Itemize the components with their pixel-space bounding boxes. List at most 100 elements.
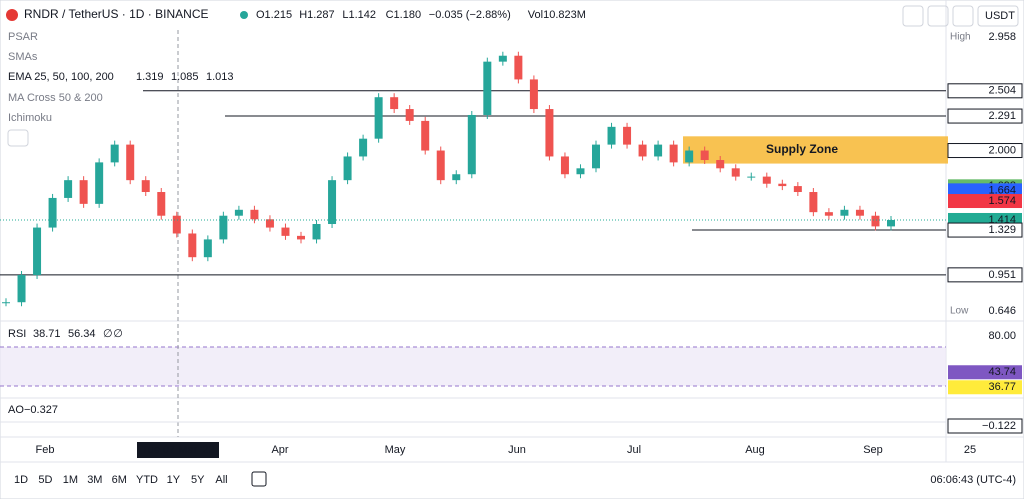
candle-body <box>762 176 771 184</box>
time-label: Apr <box>271 444 288 456</box>
ao-label: AO <box>8 404 24 416</box>
price-tag <box>947 143 1023 159</box>
rsi-tag-label: 36.77 <box>988 381 1016 393</box>
price-tag-name: Low <box>950 306 969 317</box>
candle-body <box>467 114 476 175</box>
candle-body <box>778 183 787 187</box>
candle-body <box>731 168 740 177</box>
candle-body <box>79 180 88 204</box>
candle-body <box>560 156 569 175</box>
ema-value: 1.013 <box>206 71 234 83</box>
time-label: Feb <box>36 444 55 456</box>
candle-body <box>95 162 104 204</box>
price-tag <box>948 194 1022 209</box>
button[interactable] <box>902 5 924 27</box>
candle-body <box>793 186 802 193</box>
candle-body <box>172 215 181 234</box>
candle-body <box>607 126 616 145</box>
ohlc-item: −0.035 (−2.88%) <box>429 9 511 21</box>
candle-body <box>219 215 228 240</box>
candle-body <box>685 150 694 163</box>
ao-value: −0.327 <box>24 404 58 416</box>
range-button[interactable]: All <box>215 474 227 486</box>
price-tag <box>948 304 1022 318</box>
crosshair-label: Tue 07 Mar '23 <box>141 444 214 456</box>
price-tag-label: 2.958 <box>988 31 1016 43</box>
ao-tag <box>947 418 1023 434</box>
range-button[interactable]: 5D <box>38 474 52 486</box>
symbol: RNDR / TetherUS · 1D · BINANCE <box>24 7 208 21</box>
ohlc-item: H1.287 <box>299 9 334 21</box>
candle-body <box>297 235 305 240</box>
time-label: 25 <box>964 444 976 456</box>
rsi-value: 56.34 <box>68 328 96 340</box>
rsi-value: ∅ <box>113 328 123 340</box>
candle-body <box>421 120 430 151</box>
price-tag <box>948 30 1022 44</box>
candle-body <box>188 233 197 258</box>
rsi-label: RSI <box>8 328 26 340</box>
currency[interactable]: USDT <box>985 10 1015 22</box>
crosshair-tag <box>137 442 219 458</box>
candle-body <box>452 174 461 181</box>
range-button[interactable]: 1M <box>63 474 78 486</box>
candle-body <box>669 144 678 163</box>
candle-body <box>110 144 119 163</box>
candle-body <box>328 180 337 225</box>
rsi-tick: 80.00 <box>988 330 1016 342</box>
candle-body <box>203 239 212 258</box>
candle-body <box>126 144 135 181</box>
candle-body <box>281 227 290 236</box>
range-button[interactable]: 1Y <box>167 474 181 486</box>
candle-body <box>871 215 880 227</box>
candle-body <box>498 55 507 62</box>
range-button[interactable]: 5Y <box>191 474 205 486</box>
supply-zone <box>683 136 948 164</box>
rsi-value: ∅ <box>103 328 113 340</box>
candle-body <box>576 168 585 175</box>
range-button[interactable]: 6M <box>112 474 127 486</box>
collapse-button[interactable] <box>7 129 29 147</box>
candle-body <box>654 144 663 157</box>
clock: 06:06:43 (UTC-4) <box>930 474 1016 486</box>
time-label: Sep <box>863 444 883 456</box>
ohlc-item: O1.215 <box>256 9 292 21</box>
button[interactable] <box>927 5 949 27</box>
rsi-tag <box>948 365 1022 380</box>
top-buttons: USDT <box>902 5 1019 27</box>
candle-body <box>234 209 243 216</box>
range-button[interactable]: YTD <box>136 474 158 486</box>
time-label: Aug <box>745 444 765 456</box>
candle-body <box>436 150 445 181</box>
symbol-logo <box>6 9 18 21</box>
ohlc-item: C1.180 <box>386 9 421 21</box>
candle-body <box>390 97 399 110</box>
currency-button[interactable] <box>977 5 1019 27</box>
price-tag <box>948 183 1022 198</box>
price-tag <box>947 267 1023 283</box>
candle-body <box>312 224 321 240</box>
candle-body <box>343 156 352 181</box>
range-button[interactable]: 1D <box>14 474 28 486</box>
button[interactable] <box>952 5 974 27</box>
candle-body <box>157 192 166 216</box>
rsi-value: 38.71 <box>33 328 61 340</box>
time-label: Jul <box>627 444 641 456</box>
legend-ichimoku: Ichimoku <box>8 112 52 124</box>
candle-body <box>514 55 523 80</box>
time-label: Jun <box>508 444 526 456</box>
candle-body <box>529 79 538 110</box>
supply-zone-label: Supply Zone <box>766 142 838 156</box>
candle-body <box>545 109 554 157</box>
rsi-tag <box>948 380 1022 395</box>
candle-body <box>141 180 150 193</box>
rsi-band <box>0 347 946 386</box>
price-tag <box>947 108 1023 124</box>
date-range-button[interactable] <box>251 471 267 487</box>
ohlc-item: Vol10.823M <box>528 9 586 21</box>
candle-body <box>824 212 833 216</box>
range-button[interactable]: 3M <box>87 474 102 486</box>
price-tag-label: 2.504 <box>988 85 1016 97</box>
